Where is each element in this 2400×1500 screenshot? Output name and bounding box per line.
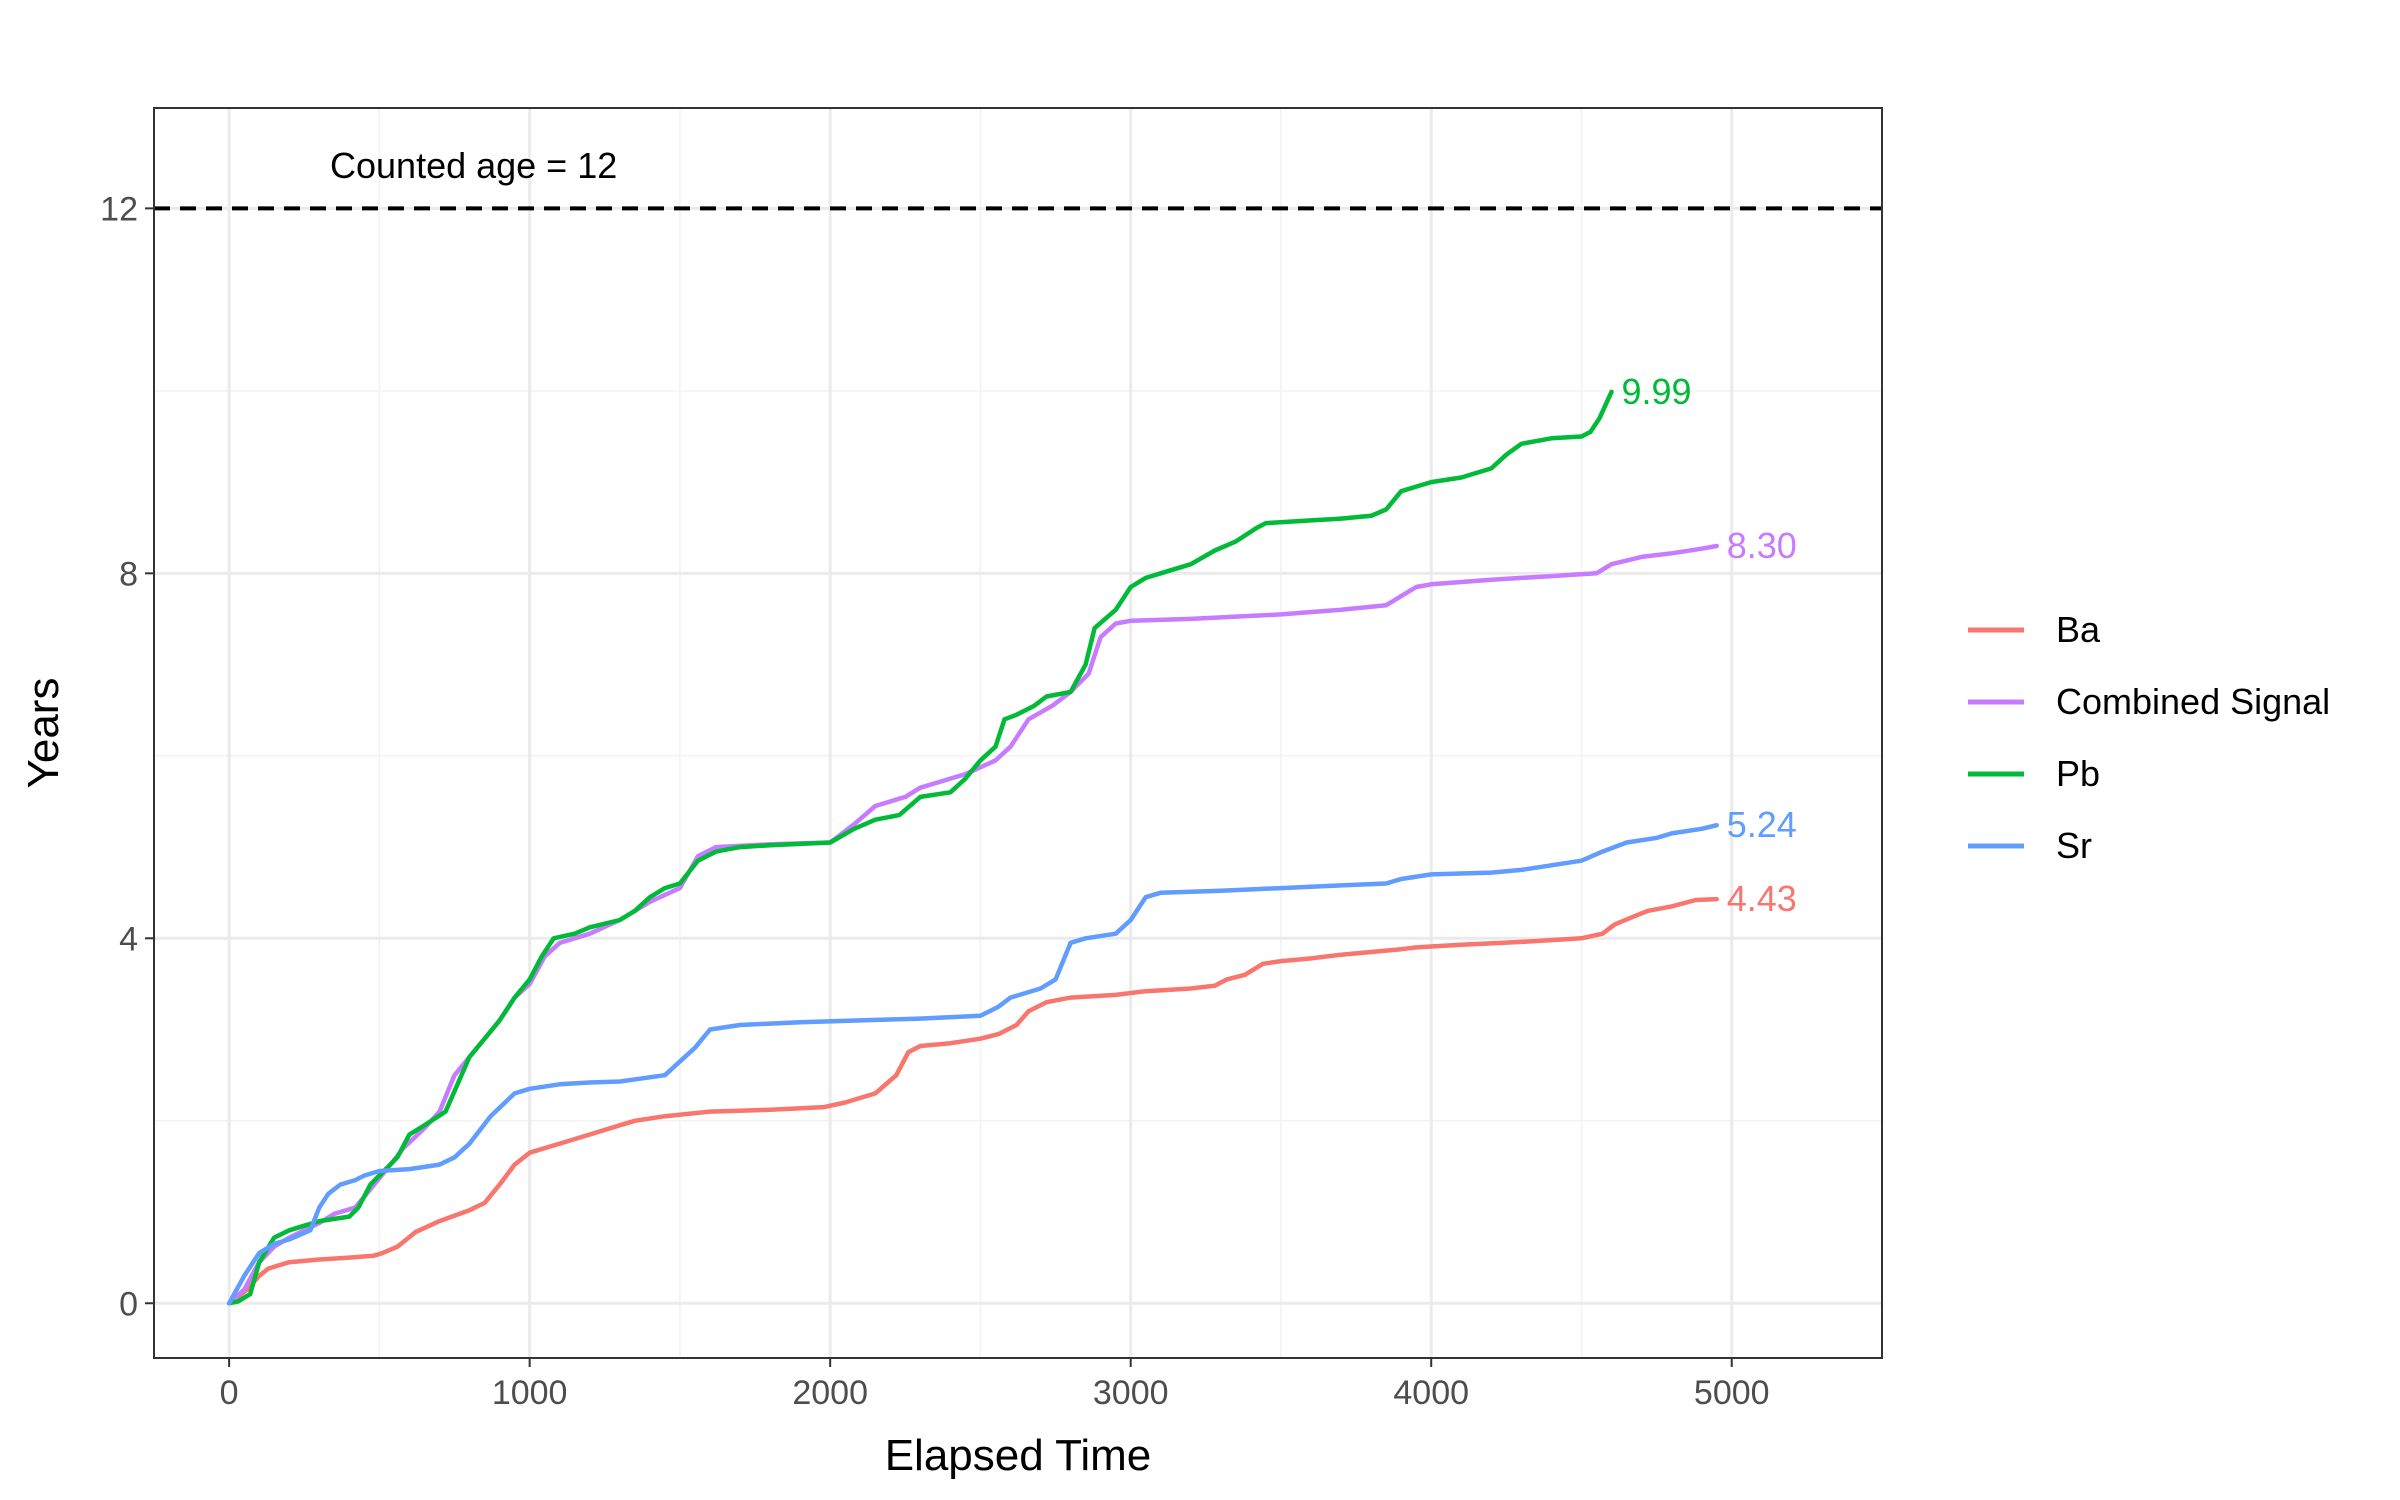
legend-label-sr: Sr (2056, 825, 2092, 866)
x-axis: 0 1000 2000 3000 4000 5000 (220, 1358, 1770, 1412)
minor-gridlines (154, 108, 1882, 1358)
end-label-combined-signal: 8.30 (1727, 525, 1797, 566)
end-label-pb: 9.99 (1622, 371, 1692, 412)
series-layer (226, 389, 1719, 1306)
x-axis-title: Elapsed Time (885, 1431, 1152, 1480)
x-tick-label: 0 (220, 1374, 239, 1412)
end-label-ba: 4.43 (1727, 878, 1797, 919)
series-line-ba (226, 896, 1719, 1306)
legend-label-ba: Ba (2056, 609, 2101, 650)
x-tick-label: 1000 (492, 1374, 568, 1412)
end-label-sr: 5.24 (1727, 804, 1797, 845)
reference-line-label: Counted age = 12 (330, 145, 617, 186)
x-tick-label: 4000 (1393, 1374, 1469, 1412)
series-line-pb (226, 389, 1614, 1306)
y-axis-title: Years (19, 678, 68, 789)
legend-label-pb: Pb (2056, 753, 2100, 794)
y-tick-label: 8 (119, 555, 138, 593)
x-tick-label: 5000 (1694, 1374, 1770, 1412)
legend: Ba Combined Signal Pb Sr (1968, 609, 2330, 866)
y-tick-label: 4 (119, 920, 138, 958)
end-labels: 4.43 8.30 9.99 5.24 (1622, 371, 1797, 919)
x-tick-label: 2000 (792, 1374, 868, 1412)
x-tick-label: 3000 (1093, 1374, 1169, 1412)
legend-label-combined-signal: Combined Signal (2056, 681, 2330, 722)
y-axis: 0 4 8 12 (100, 190, 154, 1323)
plot-border (153, 107, 1883, 1359)
series-line-sr (226, 822, 1719, 1306)
y-tick-label: 12 (100, 190, 138, 228)
y-tick-label: 0 (119, 1285, 138, 1323)
